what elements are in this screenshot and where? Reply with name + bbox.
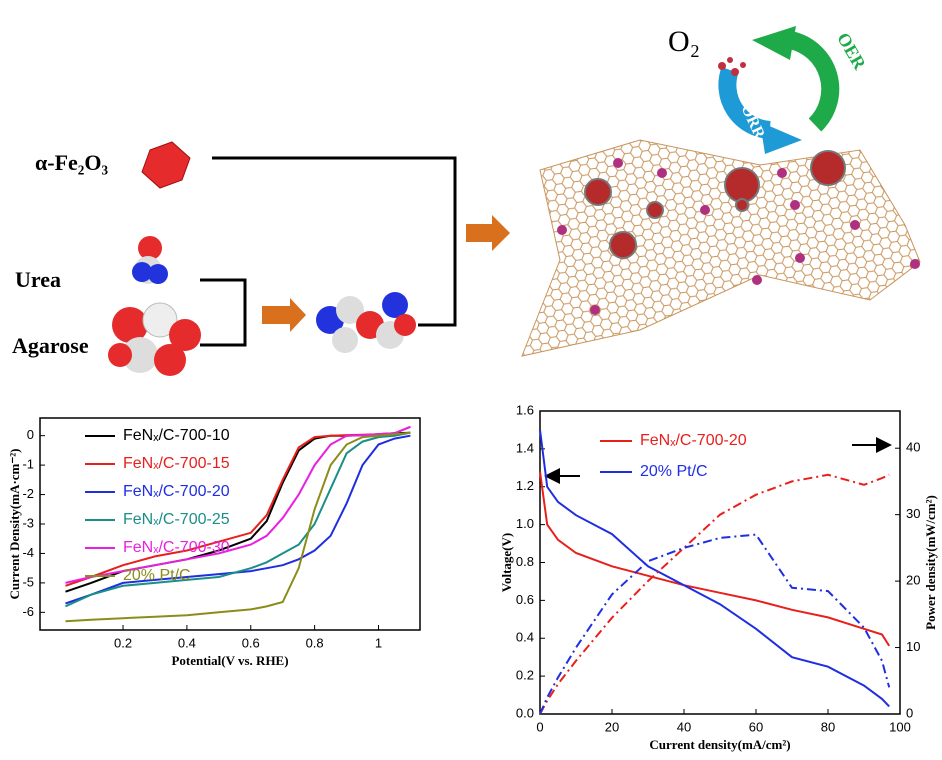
figure: α-Fe₂O₃ Urea Agarose O₂ OER ORR 0.2 0.4 0.…	[0, 0, 942, 760]
oer-arrowhead	[752, 26, 796, 60]
composite-molecule	[316, 292, 416, 353]
legend-label: FeNₓ/C-700-20	[123, 483, 230, 500]
legend-label: FeNₓ/C-700-30	[123, 539, 230, 556]
x-axis-label: Current density(mA/cm²)	[649, 737, 790, 752]
y-tick-label: 0.4	[516, 630, 534, 645]
x-tick-label: 0.2	[114, 635, 132, 650]
connector	[212, 158, 455, 325]
x-axis-label: Potential(V vs. RHE)	[171, 653, 288, 668]
hexagon	[142, 142, 190, 188]
urea-molecule	[132, 236, 168, 284]
agarose-molecule	[108, 303, 201, 376]
plot-frame	[540, 411, 900, 714]
y2-tick-label: 0	[906, 705, 913, 720]
y-tick-label: 1.6	[516, 402, 534, 417]
y-axis-label: Voltage(V)	[499, 533, 514, 592]
x-tick-label: 0.6	[242, 635, 260, 650]
y-tick-label: -4	[22, 545, 34, 560]
x-tick-label: 20	[605, 719, 619, 734]
y-tick-label: -3	[22, 515, 34, 530]
x-tick-label: 40	[677, 719, 691, 734]
arrow	[466, 215, 510, 251]
oer-arrow	[790, 40, 830, 125]
legend-label: FeNₓ/C-700-25	[123, 511, 230, 528]
y-tick-label: 1.0	[516, 516, 534, 531]
y-tick-label: 1.2	[516, 478, 534, 493]
y2-tick-label: 20	[906, 573, 920, 588]
x-tick-label: 0.8	[306, 635, 324, 650]
x-tick-label: 1	[375, 635, 382, 650]
x-tick-label: 80	[821, 719, 835, 734]
series-line	[66, 433, 411, 607]
y-tick-label: 1.4	[516, 440, 534, 455]
y-tick-label: -2	[22, 486, 34, 501]
product-label: O₂	[668, 25, 700, 58]
series-line	[540, 472, 889, 646]
y-tick-label: 0.2	[516, 668, 534, 683]
arrow	[262, 298, 306, 332]
y-tick-label: 0	[27, 427, 34, 442]
y2-tick-label: 30	[906, 506, 920, 521]
x-tick-label: 0	[536, 719, 543, 734]
series-line	[540, 535, 889, 714]
series-line	[66, 436, 411, 604]
legend-label: 20% Pt/C	[640, 463, 708, 480]
legend-label: FeNₓ/C-700-20	[640, 432, 747, 449]
reaction-label: OER	[833, 29, 870, 74]
precursor-label: α-Fe₂O₃	[35, 150, 109, 175]
series-line	[66, 427, 411, 583]
x-tick-label: 0.4	[178, 635, 196, 650]
legend-label: FeNₓ/C-700-15	[123, 455, 230, 472]
connector	[200, 280, 245, 345]
series-line	[540, 475, 889, 714]
y-axis-label: Current Density(mA·cm⁻²)	[7, 449, 22, 600]
graphene	[522, 140, 920, 356]
legend-label: 20% Pt/C	[123, 567, 191, 584]
precursor-label: Urea	[15, 267, 61, 292]
schematic: α-Fe₂O₃ Urea Agarose O₂ OER ORR	[12, 25, 920, 376]
x-tick-label: 60	[749, 719, 763, 734]
orr-arrowhead	[760, 122, 802, 154]
series-line	[66, 433, 411, 622]
precursor-label: Agarose	[12, 333, 89, 358]
y-tick-label: -6	[22, 604, 34, 619]
legend-label: FeNₓ/C-700-10	[123, 427, 230, 444]
y2-tick-label: 10	[906, 639, 920, 654]
y-tick-label: -5	[22, 574, 34, 589]
y2-axis-label: Power density(mW/cm²)	[923, 495, 938, 630]
y-tick-label: 0.8	[516, 554, 534, 569]
y2-tick-label: 40	[906, 440, 920, 455]
y-tick-label: 0.0	[516, 705, 534, 720]
x-tick-label: 100	[889, 719, 911, 734]
plot-frame	[40, 418, 420, 630]
y-tick-label: -1	[22, 457, 34, 472]
series-line	[66, 427, 411, 586]
series-line	[540, 430, 889, 707]
y-tick-label: 0.6	[516, 592, 534, 607]
